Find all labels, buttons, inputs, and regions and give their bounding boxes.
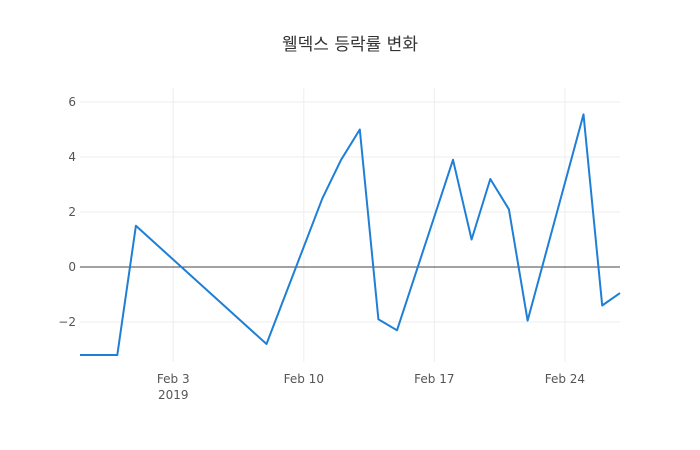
y-tick-label: 6 xyxy=(68,95,76,109)
series-line xyxy=(80,113,621,356)
x-tick-year: 2019 xyxy=(158,388,189,402)
x-tick-label: Feb 17 xyxy=(414,372,454,386)
y-axis: 6 4 2 0 −2 xyxy=(58,95,76,329)
series-layer xyxy=(80,113,621,356)
chart-title: 웰덱스 등락률 변화 xyxy=(282,35,418,55)
y-tick-label: 2 xyxy=(68,205,76,219)
x-axis: Feb 3 2019 Feb 10 Feb 17 Feb 24 xyxy=(157,372,585,402)
x-tick-label: Feb 10 xyxy=(284,372,324,386)
x-tick-label: Feb 24 xyxy=(545,372,585,386)
x-tick-label: Feb 3 xyxy=(157,372,190,386)
y-tick-label: −2 xyxy=(58,315,76,329)
y-tick-label: 4 xyxy=(68,150,76,164)
y-tick-label: 0 xyxy=(68,260,76,274)
grid xyxy=(80,88,620,362)
